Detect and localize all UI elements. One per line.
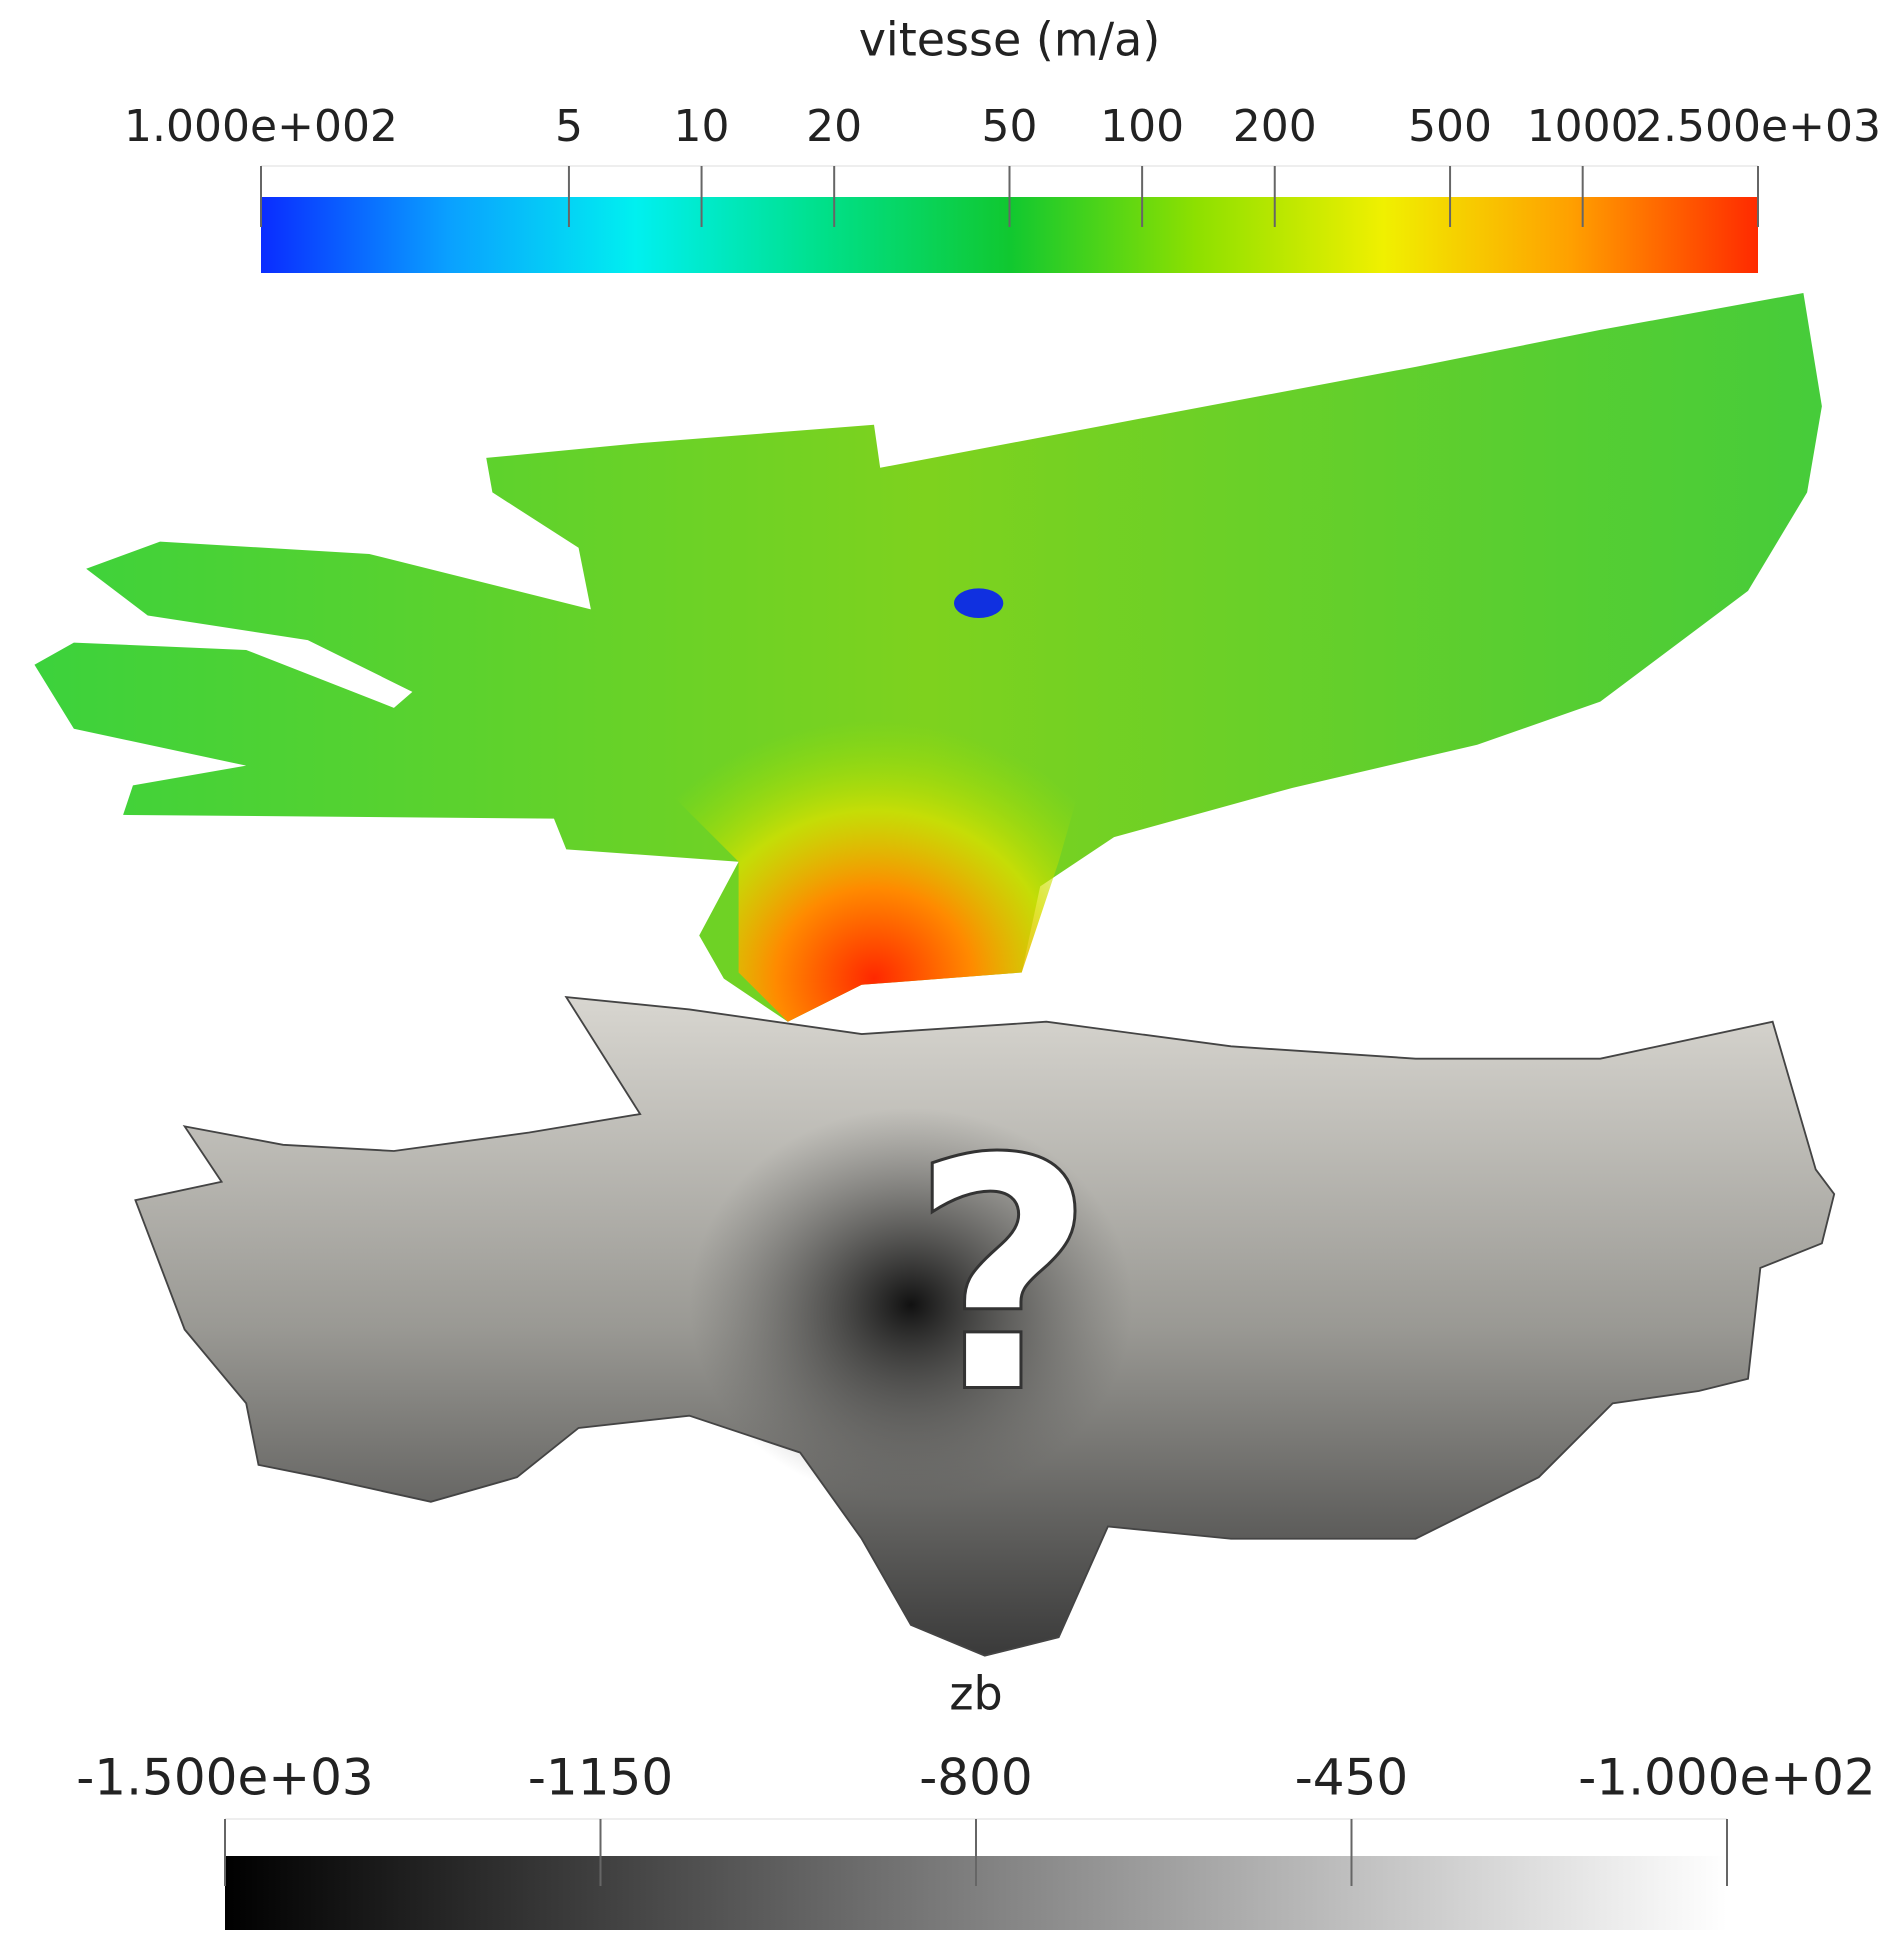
tick-label: 1.000e+002 — [124, 101, 398, 152]
tick-label: 10 — [674, 101, 730, 152]
tick-label: 200 — [1233, 101, 1317, 152]
nunatak — [954, 588, 1003, 618]
tick-label: -1.000e+02 — [1578, 1749, 1875, 1807]
colorbar-title: zb — [949, 1667, 1002, 1721]
tick-label: 5 — [555, 101, 583, 152]
annotation: ? — [910, 1092, 1096, 1464]
tick-label: 20 — [806, 101, 862, 152]
tick-label: -450 — [1295, 1749, 1408, 1807]
tick-label: 50 — [982, 101, 1038, 152]
colorbar-title: vitesse (m/a) — [859, 13, 1161, 67]
tick-label: -1150 — [528, 1749, 673, 1807]
tick-label: 500 — [1408, 101, 1492, 152]
tick-label: 2.500e+03 — [1635, 101, 1881, 152]
tick-label: 100 — [1100, 101, 1184, 152]
tick-label: -1.500e+03 — [76, 1749, 373, 1807]
tick-label: -800 — [919, 1749, 1032, 1807]
tick-label: 1000 — [1527, 101, 1639, 152]
figure: ? vitesse (m/a) 1.000e+002 5 10 20 50 100 200 50… — [0, 0, 1891, 1935]
fast-flow — [640, 591, 1108, 1022]
